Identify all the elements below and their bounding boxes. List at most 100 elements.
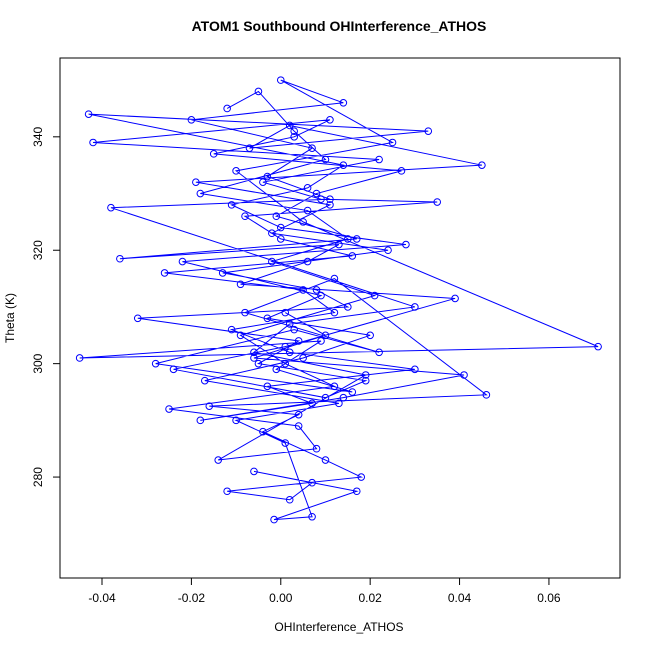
data-point bbox=[321, 331, 330, 340]
data-point bbox=[312, 444, 321, 453]
data-point bbox=[317, 337, 325, 345]
data-point bbox=[299, 218, 307, 226]
data-point bbox=[272, 365, 281, 374]
data-point bbox=[397, 167, 406, 175]
data-point bbox=[339, 98, 348, 107]
data-point bbox=[290, 325, 298, 334]
data-point bbox=[263, 314, 272, 323]
data-point bbox=[330, 382, 339, 391]
data-point bbox=[388, 138, 397, 147]
data-point bbox=[317, 195, 325, 203]
data-point bbox=[339, 393, 348, 402]
data-point bbox=[241, 308, 249, 317]
data-point bbox=[254, 87, 263, 96]
data-point bbox=[330, 308, 339, 317]
data-point bbox=[344, 303, 352, 311]
data-point bbox=[375, 348, 383, 357]
x-axis-label: OHInterference_ATHOS bbox=[274, 620, 403, 634]
data-point bbox=[276, 223, 285, 232]
data-point bbox=[245, 144, 254, 152]
x-tick-label: 0.04 bbox=[448, 591, 472, 605]
data-point bbox=[232, 416, 240, 425]
data-point bbox=[326, 195, 334, 203]
data-point bbox=[303, 257, 312, 266]
data-point bbox=[192, 178, 200, 186]
data-point bbox=[361, 371, 370, 379]
data-point bbox=[335, 240, 343, 249]
data-point bbox=[335, 399, 343, 408]
data-point bbox=[214, 456, 223, 464]
data-point bbox=[402, 240, 410, 249]
data-point bbox=[290, 133, 298, 141]
data-point bbox=[294, 337, 303, 345]
data-point bbox=[308, 478, 316, 487]
data-point bbox=[89, 138, 97, 147]
data-point bbox=[133, 314, 142, 323]
data-point bbox=[370, 291, 379, 300]
data-point bbox=[317, 291, 325, 300]
data-point bbox=[75, 354, 84, 362]
data-point bbox=[254, 359, 263, 368]
data-point bbox=[326, 116, 334, 124]
data-point bbox=[160, 269, 169, 277]
data-line bbox=[79, 79, 599, 521]
data-point bbox=[321, 393, 330, 402]
data-point bbox=[326, 201, 334, 209]
data-point bbox=[268, 257, 276, 266]
data-point bbox=[384, 246, 392, 255]
data-point bbox=[330, 274, 339, 283]
x-tick-label: 0.02 bbox=[358, 591, 382, 605]
data-point bbox=[366, 331, 374, 340]
data-point bbox=[348, 388, 357, 396]
data-point bbox=[232, 167, 240, 175]
x-tick-label: -0.04 bbox=[88, 591, 116, 605]
chart-title: ATOM1 Southbound OHInterference_ATHOS bbox=[192, 18, 487, 34]
data-point bbox=[312, 286, 321, 294]
data-point bbox=[451, 294, 459, 303]
data-point bbox=[165, 405, 173, 413]
data-point bbox=[116, 254, 124, 263]
data-point bbox=[281, 308, 290, 317]
data-point bbox=[285, 320, 294, 328]
data-point bbox=[339, 161, 348, 169]
data-point bbox=[357, 473, 366, 481]
data-point bbox=[344, 235, 352, 243]
data-point bbox=[308, 399, 316, 408]
data-point bbox=[196, 189, 205, 198]
data-point bbox=[411, 303, 419, 311]
data-point bbox=[250, 348, 258, 357]
data-point bbox=[241, 212, 249, 221]
data-point bbox=[303, 184, 312, 192]
data-point bbox=[209, 150, 218, 158]
data-point bbox=[227, 201, 236, 209]
y-tick-label: 320 bbox=[31, 240, 45, 260]
data-point bbox=[169, 365, 178, 374]
data-point bbox=[276, 235, 285, 243]
data-point bbox=[281, 359, 290, 368]
data-point bbox=[321, 456, 330, 464]
data-point bbox=[218, 269, 227, 277]
data-point bbox=[270, 515, 278, 524]
data-point bbox=[272, 212, 281, 221]
data-point bbox=[294, 422, 303, 430]
y-tick-label: 340 bbox=[31, 126, 45, 146]
data-point bbox=[187, 116, 196, 124]
data-point bbox=[223, 487, 231, 496]
data-point bbox=[424, 127, 433, 135]
data-point bbox=[281, 439, 290, 447]
data-point bbox=[361, 376, 370, 385]
data-point bbox=[259, 178, 267, 186]
data-point bbox=[223, 104, 231, 113]
data-point bbox=[460, 371, 468, 379]
data-point bbox=[276, 76, 285, 84]
data-point bbox=[299, 354, 307, 362]
y-tick-label: 300 bbox=[31, 353, 45, 373]
data-point bbox=[250, 354, 258, 362]
x-tick-label: 0.06 bbox=[537, 591, 561, 605]
y-tick-label: 280 bbox=[31, 467, 45, 487]
data-point bbox=[290, 127, 298, 135]
data-point bbox=[259, 427, 267, 436]
y-axis-label: Theta (K) bbox=[3, 293, 17, 343]
data-point bbox=[268, 229, 276, 238]
